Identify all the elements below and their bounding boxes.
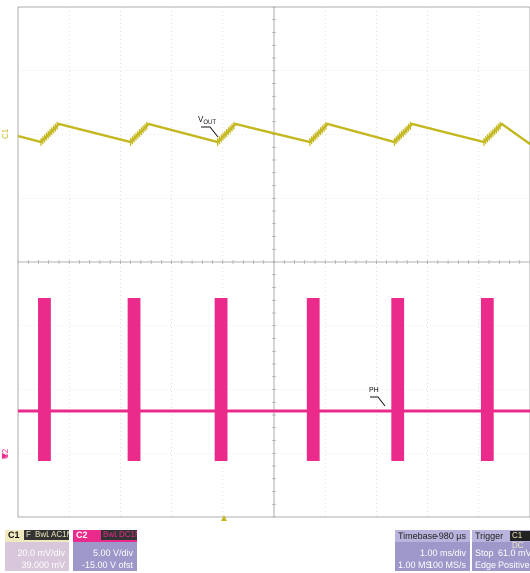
waveform-screen: C1 C2 VOUT PH: [1, 6, 530, 521]
timebase-samples: 1.00 MS: [398, 560, 432, 570]
timebase-info-box[interactable]: Timebase -980 µs 1.00 ms/div 1.00 MS 100…: [395, 530, 470, 571]
c1-info-box[interactable]: C1 F BwL AC1M 20.0 mV/div 39.000 mV: [5, 530, 69, 571]
marker-labels: C1 C2 VOUT PH: [1, 115, 386, 521]
c2-offset: -15.00 V ofst: [81, 560, 133, 570]
c2-burst: [127, 298, 141, 461]
c2-burst: [214, 298, 228, 461]
c1-tag-coupling: AC1M: [49, 530, 69, 540]
c2-info-box[interactable]: C2 BwL DC1M 5.00 V/div -15.00 V ofst: [73, 530, 137, 571]
c1-trace: [17, 122, 530, 145]
vout-label-main: V: [198, 115, 204, 124]
trigger-source-tag: C1 DC: [510, 531, 530, 550]
c1-ground-marker[interactable]: C1: [1, 128, 10, 139]
c1-tag-f: F: [24, 530, 33, 540]
info-bar: C1 F BwL AC1M 20.0 mV/div 39.000 mV C2 B…: [0, 527, 530, 573]
c2-ground-marker[interactable]: C2: [1, 448, 10, 459]
timebase-header: [395, 530, 470, 542]
trigger-label: Trigger: [475, 531, 504, 541]
c2-burst: [391, 298, 405, 461]
vout-label-sub: OUT: [203, 120, 216, 126]
trigger-info-box[interactable]: Trigger C1 DC Stop 61.0 mV Edge Positive: [472, 530, 530, 571]
ph-label: PH: [369, 387, 379, 394]
c2-name: C2: [76, 530, 88, 540]
timebase-rate: 100 MS/s: [427, 560, 466, 570]
c1-tag-bwl: BwL: [33, 530, 53, 540]
trigger-mode: Stop: [475, 548, 494, 558]
graticule: [17, 6, 530, 518]
c2-waveform: [18, 298, 530, 461]
vout-pointer: [201, 126, 219, 138]
timebase-delay: -980 µs: [435, 531, 466, 541]
c1-offset: 39.000 mV: [21, 560, 65, 570]
c2-ground-arrow: [2, 453, 8, 459]
c1-waveform: [17, 121, 530, 146]
timebase-scale: 1.00 ms/div: [419, 548, 466, 558]
c2-burst: [306, 298, 320, 461]
trigger-type: Edge: [475, 560, 497, 570]
c2-tag-coupling: DC1M: [117, 530, 137, 540]
c1-name: C1: [8, 530, 20, 540]
trigger-slope: Positive: [498, 560, 530, 570]
trigger-time-marker[interactable]: [221, 515, 227, 521]
c2-scale: 5.00 V/div: [92, 548, 133, 558]
vout-label: VOUT: [198, 115, 216, 126]
ph-pointer: [370, 396, 386, 407]
timebase-label: Timebase: [398, 531, 438, 541]
c2-tag-bwl: BwL: [101, 530, 121, 540]
c2-burst: [480, 298, 494, 461]
c2-burst: [38, 298, 51, 461]
c1-scale: 20.0 mV/div: [17, 548, 65, 558]
trigger-level: 61.0 mV: [498, 548, 530, 558]
